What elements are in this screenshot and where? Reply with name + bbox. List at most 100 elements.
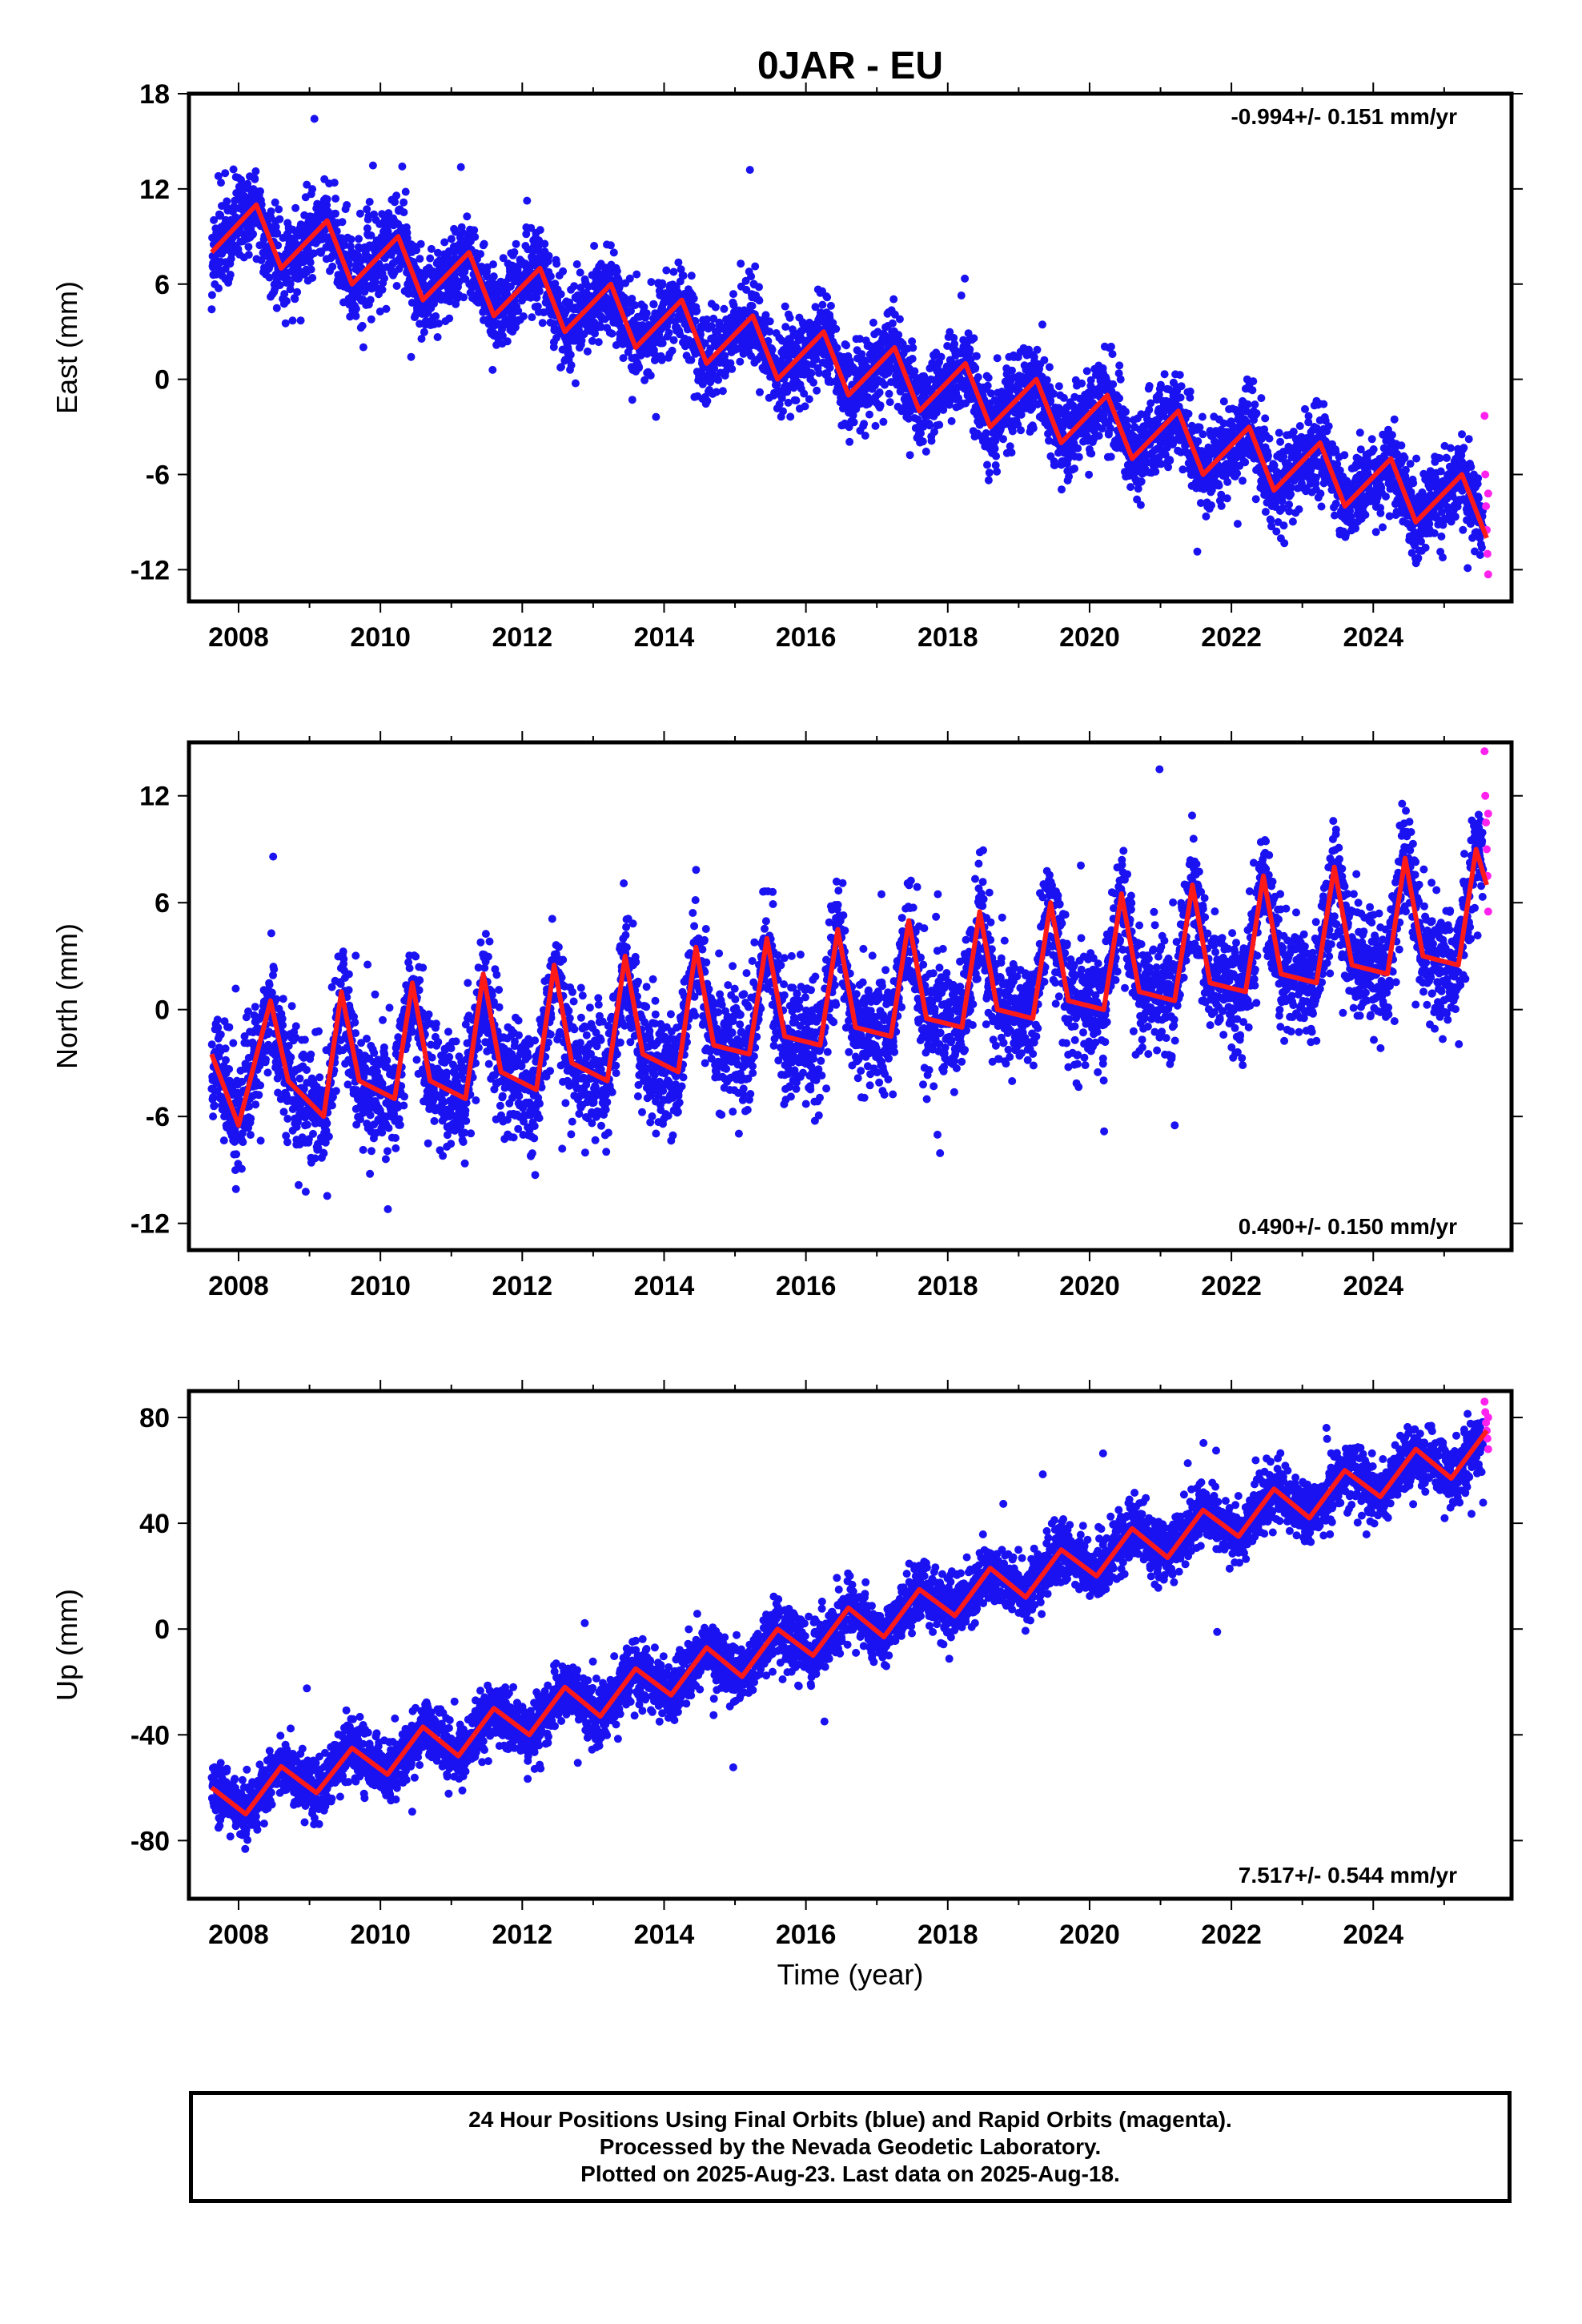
data-point-final — [1106, 424, 1114, 432]
data-point-final — [514, 307, 523, 316]
data-point-final — [331, 209, 339, 218]
data-point-final — [669, 267, 678, 276]
data-point-final — [275, 281, 284, 290]
data-point-final — [1116, 375, 1125, 384]
data-point-final — [1202, 512, 1211, 521]
data-point-final — [755, 296, 764, 305]
data-point-final — [1261, 508, 1270, 517]
data-point-final — [1122, 408, 1130, 416]
y-tick-label: -12 — [130, 555, 170, 585]
data-point-final — [1264, 452, 1272, 460]
data-point-final — [875, 388, 884, 396]
data-point-final — [1082, 367, 1091, 376]
data-point-final — [658, 339, 667, 348]
data-point-final — [910, 367, 919, 376]
data-point-final — [1145, 382, 1154, 390]
data-point-final — [781, 323, 790, 332]
data-point-final — [736, 357, 745, 366]
data-point-final — [1285, 501, 1294, 509]
data-point-final — [1317, 502, 1326, 511]
data-point-final — [1355, 428, 1364, 437]
data-point-final — [1272, 527, 1281, 536]
data-point-final — [480, 239, 488, 248]
data-point-final — [1361, 510, 1370, 519]
data-point-final — [1279, 521, 1288, 530]
data-point-final — [1166, 456, 1174, 464]
data-point-final — [237, 175, 246, 184]
data-point-final — [765, 328, 774, 336]
data-point-final — [1331, 499, 1340, 508]
data-point-final — [331, 195, 340, 203]
data-point-final — [635, 363, 644, 372]
data-point-final — [935, 420, 944, 429]
data-point-final — [217, 179, 225, 187]
data-point-final — [470, 226, 479, 235]
data-point-final — [229, 165, 238, 174]
data-point-final — [1233, 469, 1242, 478]
data-point-final — [332, 227, 341, 235]
data-point-final — [557, 363, 565, 372]
data-point-final — [434, 248, 442, 257]
data-point-final — [215, 265, 224, 274]
data-point-final — [223, 197, 231, 206]
data-point-final — [1054, 382, 1063, 391]
data-point-final — [1007, 448, 1016, 457]
data-point-final — [221, 169, 230, 178]
data-point-final — [323, 201, 331, 210]
data-point-final — [1288, 517, 1297, 526]
data-point-final — [1369, 445, 1378, 453]
data-point-final — [384, 209, 393, 218]
x-tick-label: 2016 — [776, 622, 837, 653]
x-tick-label: 2022 — [1201, 622, 1262, 653]
data-point-final — [832, 324, 841, 333]
data-point-final — [330, 179, 339, 187]
data-point-final — [999, 435, 1007, 444]
data-point-final — [826, 301, 835, 310]
data-point-final — [417, 335, 426, 343]
data-point-final — [619, 354, 628, 363]
data-point-final — [267, 207, 275, 215]
data-point-final — [609, 248, 618, 257]
data-point-final — [755, 283, 763, 292]
data-point-final — [860, 420, 869, 428]
data-point-final — [226, 271, 235, 279]
data-point-final — [689, 294, 698, 303]
data-point-final — [895, 315, 904, 324]
data-point-final — [207, 291, 216, 300]
data-point-final — [452, 227, 460, 236]
data-point-final — [440, 238, 449, 247]
data-point-final — [303, 180, 311, 189]
data-point-final — [310, 115, 319, 123]
data-point-final — [291, 203, 300, 212]
data-point-final — [1276, 437, 1285, 446]
data-point-final — [781, 302, 789, 311]
x-tick-label: 2010 — [350, 622, 411, 653]
data-point-final — [927, 436, 936, 445]
data-point-final — [1087, 449, 1096, 458]
data-point-final — [833, 344, 841, 352]
data-point-final — [535, 287, 544, 296]
data-point-final — [1160, 370, 1169, 379]
data-point-final — [1265, 434, 1274, 443]
x-tick-label: 2014 — [634, 622, 695, 653]
data-point-final — [876, 401, 885, 410]
data-point-final — [823, 293, 832, 302]
data-point-final — [679, 271, 688, 280]
data-point-final — [871, 421, 880, 430]
data-point-final — [861, 432, 869, 440]
data-point-final — [307, 265, 315, 274]
y-tick-label: 18 — [139, 79, 170, 110]
data-point-final — [363, 205, 371, 214]
data-point-final — [993, 467, 1002, 476]
data-point-final — [432, 312, 440, 320]
data-point-final — [368, 161, 377, 170]
data-point-final — [489, 260, 497, 269]
data-point-final — [737, 259, 745, 268]
x-tick-label: 2024 — [1343, 622, 1403, 653]
data-point-final — [427, 244, 436, 253]
data-point-final — [1106, 342, 1115, 351]
data-point-final — [288, 316, 297, 325]
data-point-final — [631, 301, 640, 310]
data-point-final — [281, 319, 290, 328]
